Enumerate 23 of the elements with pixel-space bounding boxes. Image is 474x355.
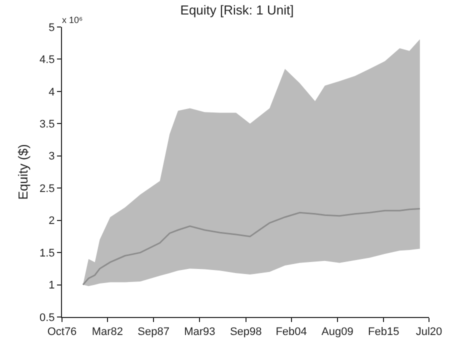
x-tick-label: Mar82	[92, 326, 124, 338]
y-tick-label: 2	[48, 215, 55, 228]
y-tick-label: 4	[48, 86, 55, 98]
line-series	[82, 208, 421, 286]
y-tick-label: 2.5	[40, 182, 55, 195]
chart-title: Equity [Risk: 1 Unit]	[180, 2, 294, 18]
x-tick-label: Mar93	[184, 326, 216, 338]
y-tick-label: 4.5	[40, 54, 55, 66]
y-tick-label: 1.5	[40, 247, 55, 260]
x-tick-label: Feb15	[368, 326, 400, 338]
y-tick-label: 1	[48, 280, 55, 292]
x-tick-label: Sep98	[230, 326, 262, 338]
y-tick-label: 3	[48, 150, 55, 163]
y-tick-label: 0.5	[40, 312, 55, 324]
x-tick-label: Aug09	[322, 326, 354, 338]
y-tick-label: 3.5	[40, 118, 55, 131]
x-tick-label: Jul20	[416, 326, 442, 338]
y-axis-title: Equity ($)	[15, 144, 30, 200]
x-tick-label: Feb04	[276, 326, 307, 338]
text: x 10⁶	[62, 15, 84, 25]
x-tick-label: Sep87	[138, 326, 170, 338]
x-tick-label: Oct76	[47, 326, 77, 338]
y-tick-label: 5	[48, 22, 55, 34]
